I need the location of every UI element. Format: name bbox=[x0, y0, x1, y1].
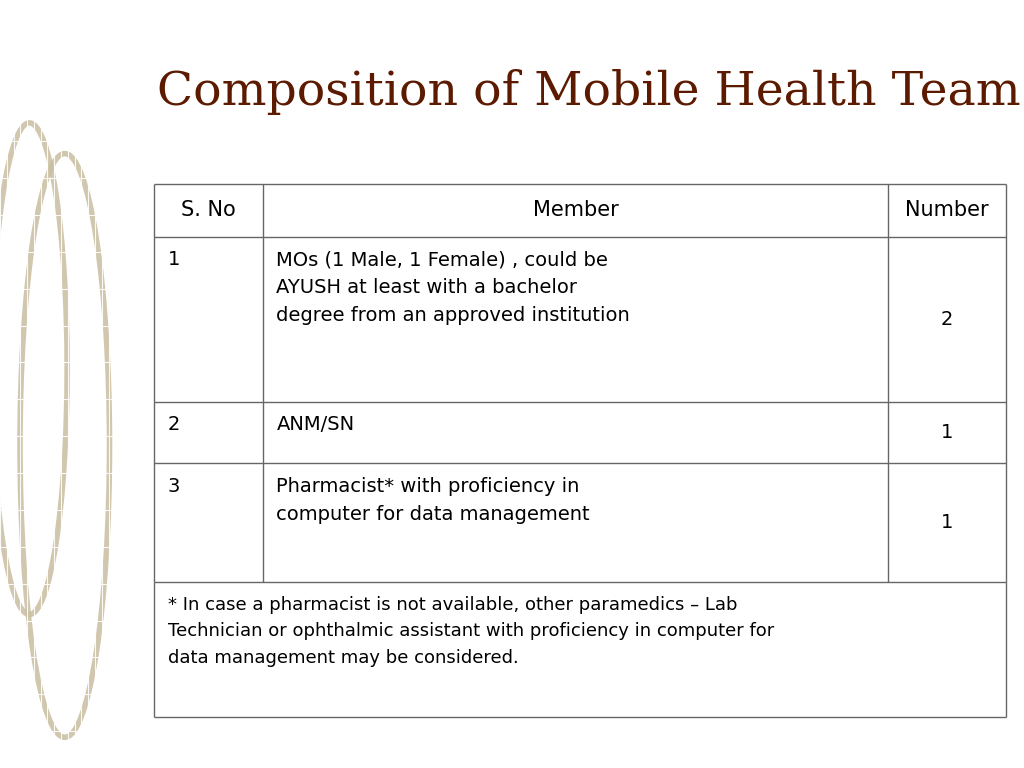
Text: S. No: S. No bbox=[181, 200, 236, 220]
Text: 3: 3 bbox=[168, 477, 180, 496]
Text: 1: 1 bbox=[941, 423, 953, 442]
Text: ANM/SN: ANM/SN bbox=[276, 415, 354, 435]
Text: Composition of Mobile Health Team: Composition of Mobile Health Team bbox=[158, 69, 1021, 115]
Text: 1: 1 bbox=[941, 513, 953, 532]
Text: * In case a pharmacist is not available, other paramedics – Lab
Technician or op: * In case a pharmacist is not available,… bbox=[168, 596, 774, 667]
Text: 2: 2 bbox=[941, 310, 953, 329]
Text: Pharmacist* with proficiency in
computer for data management: Pharmacist* with proficiency in computer… bbox=[276, 477, 590, 524]
Text: Member: Member bbox=[532, 200, 618, 220]
Text: 1: 1 bbox=[168, 250, 180, 270]
Text: Number: Number bbox=[905, 200, 989, 220]
Text: MOs (1 Male, 1 Female) , could be
AYUSH at least with a bachelor
degree from an : MOs (1 Male, 1 Female) , could be AYUSH … bbox=[276, 250, 630, 326]
Text: 2: 2 bbox=[168, 415, 180, 435]
